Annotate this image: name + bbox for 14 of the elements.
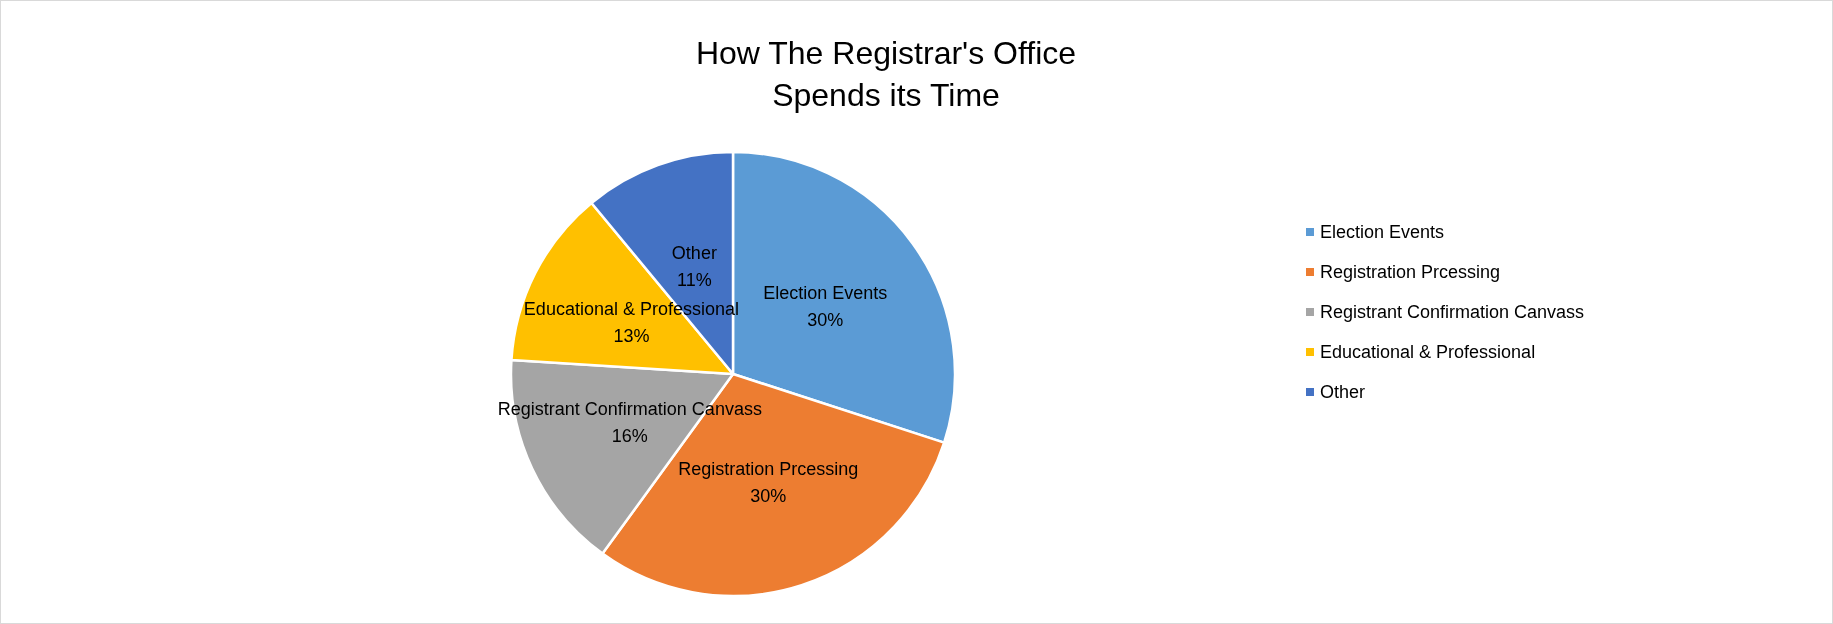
legend-label: Other xyxy=(1320,382,1366,402)
legend-label: Educational & Professional xyxy=(1320,342,1536,362)
legend-label: Registration Prcessing xyxy=(1320,262,1501,282)
legend-label: Registrant Confirmation Canvass xyxy=(1320,302,1585,322)
data-label: 30% xyxy=(807,310,844,331)
chart-title: How The Registrar's Office Spends its Time xyxy=(695,35,1077,113)
data-label: 11% xyxy=(677,270,712,291)
data-label: 16% xyxy=(611,426,648,447)
slice-label: Election Events xyxy=(763,283,888,304)
data-label: 30% xyxy=(750,485,787,506)
slice-label: Other xyxy=(671,243,717,264)
data-label: 13% xyxy=(613,325,650,346)
legend-label: Election Events xyxy=(1320,222,1445,242)
slice-label: Registration Prcessing xyxy=(678,458,859,479)
